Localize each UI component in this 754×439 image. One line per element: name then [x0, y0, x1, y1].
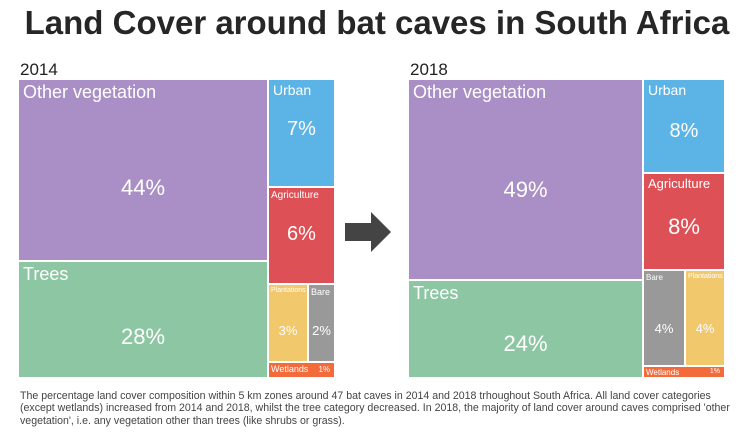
tile-agriculture-2014: Agriculture 6%	[268, 187, 335, 284]
tile-trees-2014: Trees 28%	[18, 261, 268, 378]
arrow-right-icon	[345, 212, 391, 252]
tile-plantations-2014: Plantations 3%	[268, 284, 308, 362]
tile-value-label: 28%	[120, 324, 166, 349]
tile-label: Trees	[23, 264, 69, 284]
tile-label: Plantations	[688, 273, 723, 280]
tile-value-label: 4%	[654, 321, 674, 336]
tile-label: Bare	[311, 287, 331, 297]
tile-agriculture-2018: Agriculture 8%	[643, 173, 725, 270]
tile-label: Bare	[646, 273, 663, 282]
tile-value-label: 1%	[318, 365, 330, 374]
chart-title: Land Cover around bat caves in South Afr…	[24, 4, 730, 41]
tile-label: Urban	[273, 82, 312, 98]
tile-label: Urban	[648, 82, 687, 98]
tile-other-vegetation-2014: Other vegetation 44%	[18, 79, 268, 261]
tile-wetlands-2018: Wetlands 1%	[643, 366, 725, 378]
figure-caption: The percentage land cover composition wi…	[20, 390, 730, 427]
tile-value-label: 24%	[503, 331, 548, 356]
tile-label: Plantations	[271, 287, 306, 294]
tile-value-label: 3%	[278, 323, 298, 338]
tile-label: Wetlands	[271, 364, 309, 374]
tile-plantations-2018: Plantations 4%	[685, 270, 725, 366]
tile-urban-2014: Urban 7%	[268, 79, 335, 187]
tile-urban-2018: Urban 8%	[643, 79, 725, 173]
tile-label: Agriculture	[271, 190, 319, 201]
tile-value-label: 7%	[287, 118, 316, 140]
tile-bare-2018: Bare 4%	[643, 270, 685, 366]
tile-value-label: 49%	[503, 177, 548, 202]
tile-value-label: 6%	[287, 223, 316, 245]
year-label-2018: 2018	[410, 60, 448, 79]
tile-value-label: 4%	[695, 321, 715, 336]
tile-label: Other vegetation	[23, 82, 157, 102]
tile-trees-2018: Trees 24%	[408, 280, 643, 378]
tile-label: Wetlands	[646, 368, 680, 377]
tile-bare-2014: Bare 2%	[308, 284, 335, 362]
year-label-2014: 2014	[20, 60, 58, 79]
tile-value-label: 2%	[312, 323, 331, 338]
tile-label: Trees	[413, 283, 459, 303]
tile-value-label: 1%	[709, 368, 720, 375]
tile-value-label: 8%	[668, 214, 700, 239]
tile-wetlands-2014: Wetlands 1%	[268, 362, 335, 378]
tile-value-label: 44%	[120, 175, 166, 200]
tile-label: Other vegetation	[413, 82, 547, 102]
tile-value-label: 8%	[669, 120, 699, 142]
tile-label: Agriculture	[648, 176, 711, 191]
tile-other-vegetation-2018: Other vegetation 49%	[408, 79, 643, 280]
